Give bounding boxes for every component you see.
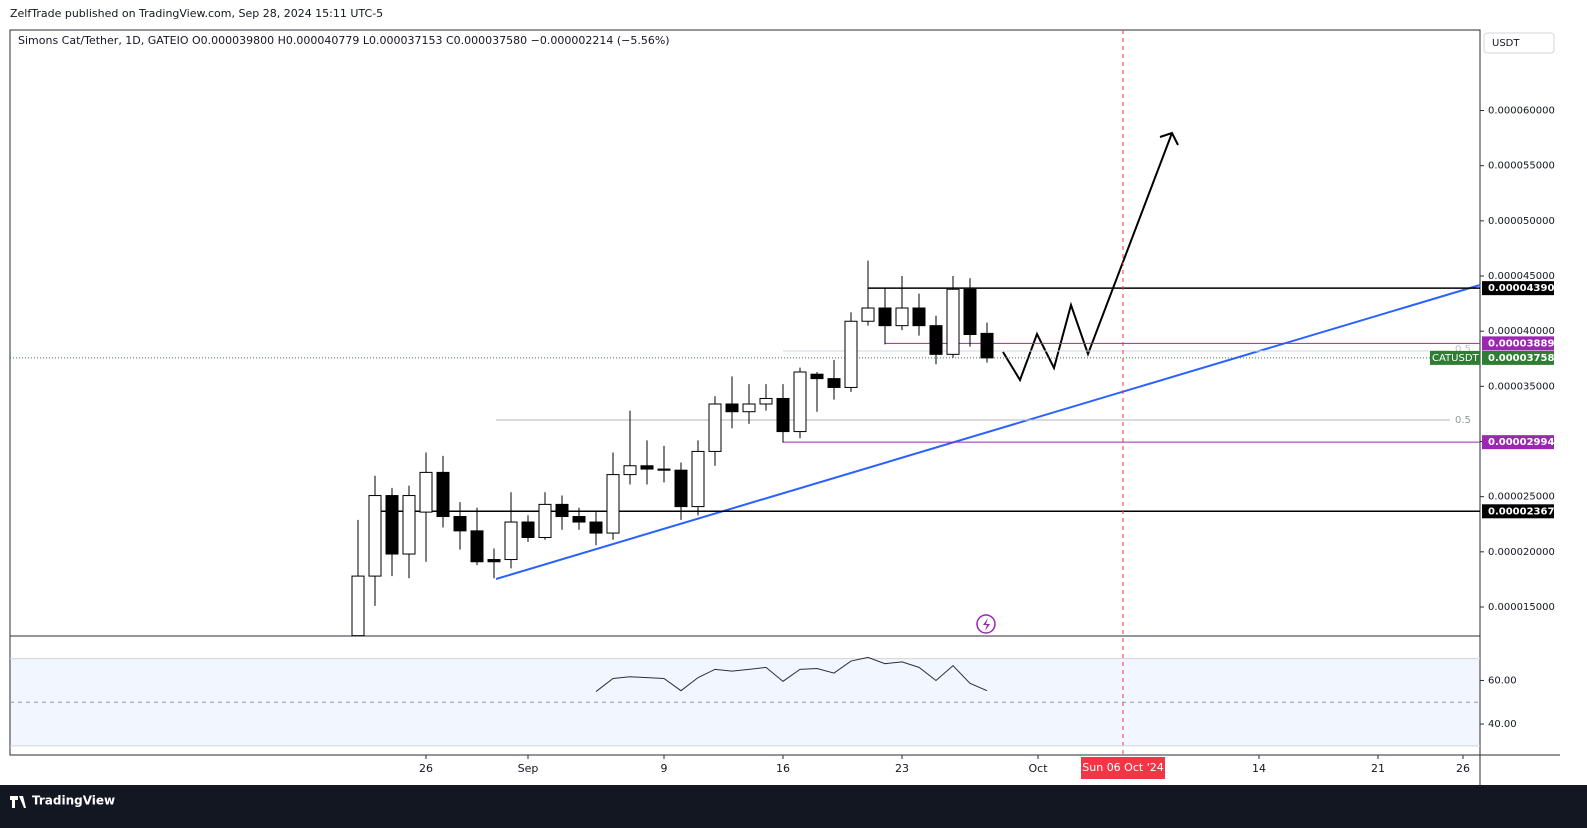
candle-body [589,521,603,534]
currency[interactable]: USDT [1492,38,1520,49]
candle-body [725,403,739,413]
candle-body [623,465,637,476]
rsi-line [595,656,988,692]
y-tick-label: 0.000040000 [1488,326,1555,337]
brand-logo [10,796,26,808]
fib-label: 0.5 [1455,415,1471,426]
symbol-title: Simons Cat/Tether, 1D, GATEIO [18,34,189,47]
x-tick-label: 26 [1456,762,1470,775]
level-label: 0.000023673 [1488,506,1561,517]
candle-body [436,471,450,518]
candle-body [929,325,943,355]
projection-arrowhead [1159,131,1179,146]
candle-body [402,495,416,555]
x-tick-label: Oct [1028,762,1048,775]
footer [0,785,1587,828]
y-tick-label: 0.000050000 [1488,216,1555,227]
candle-body [555,503,569,518]
candle-body [470,530,484,563]
x-tick-label: 23 [895,762,909,775]
candle-body [980,332,994,359]
x-tick-label: 14 [1252,762,1266,775]
symbol-tag [1430,350,1480,365]
candle-body [691,450,705,508]
y-tick-label: 0.000035000 [1488,381,1555,392]
y-tick-label: 0.000025000 [1488,492,1555,503]
y-tick-label: 0.000045000 [1488,271,1555,282]
last-price-label: 0.000037580 [1488,353,1561,364]
candle-body [606,474,620,534]
candle-body [827,378,841,388]
rsi-tick-label: 60.00 [1488,675,1517,686]
x-tick-label: 9 [661,762,668,775]
x-tick-label: Sep [518,762,539,775]
y-tick-label: 0.000020000 [1488,547,1555,558]
candle-body [776,397,790,433]
candle-body [487,559,501,563]
pane-border [9,29,1481,756]
candle-body [895,307,909,327]
candle-body [419,471,433,513]
candle-body [844,320,858,388]
y-tick-label: 0.000055000 [1488,161,1555,172]
crosshair-label: Sun 06 Oct '24 [1082,761,1163,774]
candle-body [708,403,722,452]
event-icon-bolt [983,618,990,631]
x-tick-label: 21 [1371,762,1385,775]
candle-body [861,307,875,322]
currency-button[interactable] [1483,32,1555,54]
candle-body [351,575,365,637]
rsi-tick-label: 40.00 [1488,719,1517,730]
candle-body [538,503,552,538]
y-tick-label: 0.000060000 [1488,106,1555,117]
candle-body [368,495,382,577]
candle-body [674,469,688,508]
candle-body [810,373,824,380]
candle-body [572,516,586,523]
candle-body [946,288,960,355]
brand: TradingView [32,794,115,808]
candle-body [742,403,756,413]
symbol-tag-text: CATUSDT [1432,353,1480,364]
candle-body [521,521,535,538]
level-label: 0.000043901 [1488,283,1561,294]
candle-body [657,468,671,471]
crosshair-tag [1081,757,1165,779]
trendline [495,284,1481,580]
candle-body [912,307,926,327]
candle-body [640,465,654,470]
candle-body [963,288,977,335]
candle-body [793,371,807,433]
projection-line [1002,132,1173,383]
candles [351,260,994,637]
fib-label: 0.5 [1455,344,1471,355]
level-tag [1482,504,1554,519]
candle-body [504,521,518,561]
candle-body [453,516,467,532]
candle-body [385,495,399,555]
level-label: 0.000038895 [1488,338,1561,349]
candle-body [759,397,773,405]
level-label: 0.000029940 [1488,437,1561,448]
last-price-tag [1482,350,1554,365]
projection-path [1002,131,1179,383]
level-tag [1482,281,1554,296]
level-tag [1482,336,1554,351]
ohlc-legend: O0.000039800 H0.000040779 L0.000037153 C… [192,34,670,47]
level-tag [1482,435,1554,450]
publisher: ZelfTrade published on TradingView.com, … [10,7,383,20]
y-tick-label: 0.000015000 [1488,602,1555,613]
x-tick-label: 16 [776,762,790,775]
candle-body [878,307,892,327]
x-tick-label: 26 [419,762,433,775]
